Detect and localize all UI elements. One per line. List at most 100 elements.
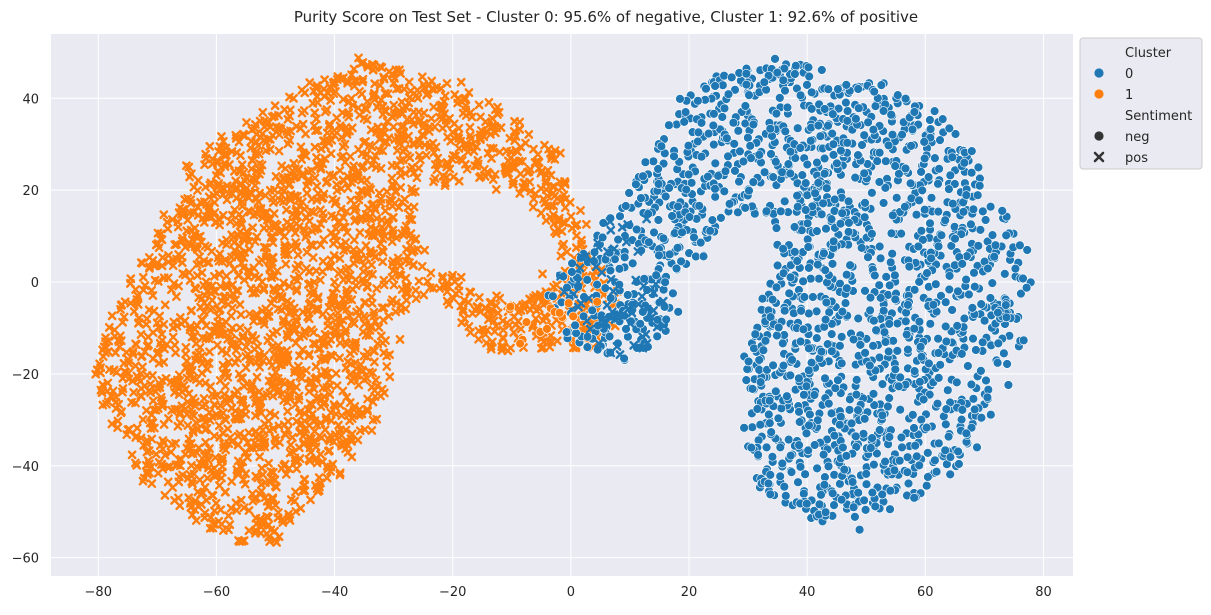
cluster-0-point (868, 124, 879, 135)
cluster-0-point (836, 358, 847, 368)
cluster-1-point (354, 53, 363, 63)
cluster-0-point (683, 169, 694, 180)
cluster-0-point (799, 390, 809, 400)
cluster-1-point (255, 452, 265, 462)
cluster-0-point (916, 167, 926, 177)
cluster-1-point (474, 293, 484, 302)
cluster-0-point (778, 338, 788, 349)
cluster-0-point (990, 240, 1001, 250)
cluster-1-point (299, 224, 309, 234)
cluster-0-point (904, 261, 914, 272)
cluster-1-point (168, 332, 178, 342)
cluster-0-point (796, 306, 806, 316)
cluster-1-point (128, 347, 138, 356)
cluster-0-point (570, 320, 580, 331)
cluster-0-point (947, 152, 957, 162)
cluster-0-point (872, 156, 882, 166)
cluster-0-point (865, 305, 875, 315)
cluster-0-point (798, 324, 809, 335)
cluster-0-point (877, 410, 888, 420)
cluster-1-point (390, 108, 399, 118)
cluster-0-point (755, 420, 765, 430)
cluster-0-point (906, 141, 916, 151)
cluster-0-point (993, 307, 1003, 318)
cluster-1-point (259, 223, 269, 233)
cluster-1-point (330, 277, 339, 287)
cluster-0-point (877, 379, 888, 389)
cluster-0-point (773, 322, 784, 333)
cluster-0-point (896, 228, 906, 239)
cluster-0-point (835, 219, 846, 229)
cluster-0-point (843, 227, 854, 237)
cluster-0-point (746, 442, 756, 453)
cluster-0-point (888, 210, 898, 221)
cluster-0-point (961, 190, 971, 200)
cluster-1-point (395, 335, 405, 344)
cluster-0-point (567, 258, 577, 269)
cluster-1-point (186, 503, 196, 512)
cluster-0-point (884, 319, 894, 329)
cluster-0-point (759, 77, 769, 87)
cluster-0-point (780, 85, 790, 96)
cluster-0-point (809, 390, 820, 400)
cluster-0-point (978, 206, 988, 217)
cluster-0-point (822, 183, 832, 193)
x-tick-label: 20 (681, 585, 698, 600)
cluster-0-point (967, 146, 977, 156)
cluster-0-point (874, 177, 885, 187)
cluster-0-point (957, 349, 967, 359)
cluster-0-point (933, 334, 943, 344)
cluster-1-point (354, 195, 364, 205)
cluster-0-point (973, 241, 983, 251)
cluster-1-point (332, 381, 342, 391)
cluster-0-point (826, 214, 837, 224)
cluster-1-point (322, 473, 332, 483)
cluster-0-point (723, 89, 734, 99)
cluster-1-point (106, 391, 116, 401)
cluster-0-point (728, 117, 739, 128)
cluster-1-point (438, 272, 447, 281)
cluster-0-point (850, 512, 860, 522)
cluster-0-point (826, 329, 837, 339)
cluster-1-point (219, 136, 228, 146)
cluster-1-point (113, 416, 123, 426)
cluster-0-point (785, 370, 795, 381)
cluster-1-point (269, 209, 279, 218)
cluster-1-point (283, 114, 293, 124)
cluster-1-point (138, 258, 147, 268)
cluster-0-point (870, 101, 881, 111)
cluster-1-point (387, 273, 397, 282)
cluster-0-point (961, 274, 971, 285)
cluster-1-point (442, 287, 452, 297)
cluster-1-point (411, 285, 421, 295)
cluster-0-point (999, 348, 1009, 358)
cluster-0-point (992, 358, 1003, 368)
cluster-0-point (710, 158, 720, 169)
cluster-1-point (309, 384, 319, 394)
cluster-0-point (900, 163, 911, 174)
cluster-1-point (362, 186, 372, 196)
cluster-1-point (259, 283, 269, 293)
cluster-1-point (138, 272, 148, 282)
cluster-1-point (358, 267, 368, 276)
cluster-0-point (911, 210, 922, 220)
cluster-0-point (794, 440, 804, 450)
cluster-0-point (740, 101, 751, 111)
cluster-1-point (186, 306, 196, 316)
cluster-1-point (378, 257, 388, 267)
cluster-0-point (707, 215, 718, 225)
y-tick-label: 0 (31, 276, 39, 291)
cluster-1-point (280, 174, 289, 183)
cluster-1-point (456, 77, 466, 87)
cluster-0-point (1018, 273, 1028, 284)
cluster-1-point (284, 509, 293, 519)
cluster-0-point (890, 294, 900, 305)
cluster-0-point (926, 253, 936, 263)
cluster-0-point (860, 348, 870, 358)
cluster-0-point (771, 157, 781, 167)
cluster-0-point (693, 96, 703, 106)
cluster-1-point (487, 154, 496, 163)
cluster-1-point (295, 351, 304, 361)
cluster-0-point (771, 386, 781, 397)
cluster-1-point (376, 239, 386, 248)
